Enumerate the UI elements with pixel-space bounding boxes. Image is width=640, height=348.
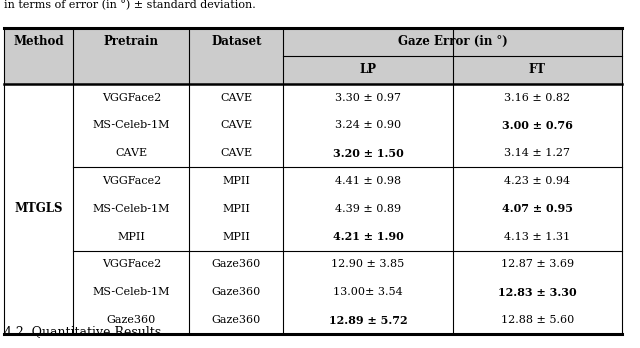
Text: FT: FT bbox=[529, 63, 546, 76]
Text: 3.20 ± 1.50: 3.20 ± 1.50 bbox=[333, 148, 403, 159]
Text: 4.21 ± 1.90: 4.21 ± 1.90 bbox=[333, 231, 403, 242]
Text: 4.23 ± 0.94: 4.23 ± 0.94 bbox=[504, 176, 570, 186]
Text: 12.88 ± 5.60: 12.88 ± 5.60 bbox=[500, 315, 574, 325]
Text: Dataset: Dataset bbox=[211, 35, 262, 48]
Text: 12.87 ± 3.69: 12.87 ± 3.69 bbox=[500, 260, 574, 269]
Text: MPII: MPII bbox=[117, 232, 145, 242]
Text: 3.14 ± 1.27: 3.14 ± 1.27 bbox=[504, 148, 570, 158]
Text: Gaze360: Gaze360 bbox=[212, 315, 261, 325]
Text: 3.16 ± 0.82: 3.16 ± 0.82 bbox=[504, 93, 570, 103]
Text: 4.13 ± 1.31: 4.13 ± 1.31 bbox=[504, 232, 570, 242]
Text: 13.00± 3.54: 13.00± 3.54 bbox=[333, 287, 403, 297]
Text: 3.24 ± 0.90: 3.24 ± 0.90 bbox=[335, 120, 401, 130]
Text: MS-Celeb-1M: MS-Celeb-1M bbox=[93, 287, 170, 297]
Text: Gaze360: Gaze360 bbox=[107, 315, 156, 325]
Text: VGGFace2: VGGFace2 bbox=[102, 176, 161, 186]
Text: CAVE: CAVE bbox=[220, 120, 252, 130]
Text: 3.00 ± 0.76: 3.00 ± 0.76 bbox=[502, 120, 573, 131]
Text: 12.83 ± 3.30: 12.83 ± 3.30 bbox=[498, 287, 577, 298]
Text: LP: LP bbox=[360, 63, 376, 76]
Text: MPII: MPII bbox=[223, 204, 250, 214]
Text: 4.07 ± 0.95: 4.07 ± 0.95 bbox=[502, 203, 573, 214]
Text: Gaze360: Gaze360 bbox=[212, 260, 261, 269]
Text: 4.39 ± 0.89: 4.39 ± 0.89 bbox=[335, 204, 401, 214]
Text: CAVE: CAVE bbox=[220, 148, 252, 158]
Text: 12.90 ± 3.85: 12.90 ± 3.85 bbox=[332, 260, 404, 269]
Text: in terms of error (in °) ± standard deviation.: in terms of error (in °) ± standard devi… bbox=[4, 0, 256, 10]
Text: MTGLS: MTGLS bbox=[14, 202, 63, 215]
Text: Gaze360: Gaze360 bbox=[212, 287, 261, 297]
Text: Method: Method bbox=[13, 35, 64, 48]
Text: 4.41 ± 0.98: 4.41 ± 0.98 bbox=[335, 176, 401, 186]
Text: VGGFace2: VGGFace2 bbox=[102, 93, 161, 103]
Bar bbox=[4, 28, 622, 84]
Text: MPII: MPII bbox=[223, 232, 250, 242]
Text: 4.2. Quantitative Results: 4.2. Quantitative Results bbox=[4, 325, 161, 338]
Text: 12.89 ± 5.72: 12.89 ± 5.72 bbox=[329, 315, 407, 326]
Text: 3.30 ± 0.97: 3.30 ± 0.97 bbox=[335, 93, 401, 103]
Text: CAVE: CAVE bbox=[115, 148, 147, 158]
Text: Gaze Error (in °): Gaze Error (in °) bbox=[398, 35, 508, 48]
Text: MS-Celeb-1M: MS-Celeb-1M bbox=[93, 204, 170, 214]
Text: VGGFace2: VGGFace2 bbox=[102, 260, 161, 269]
Text: MS-Celeb-1M: MS-Celeb-1M bbox=[93, 120, 170, 130]
Text: CAVE: CAVE bbox=[220, 93, 252, 103]
Text: MPII: MPII bbox=[223, 176, 250, 186]
Text: Pretrain: Pretrain bbox=[104, 35, 159, 48]
